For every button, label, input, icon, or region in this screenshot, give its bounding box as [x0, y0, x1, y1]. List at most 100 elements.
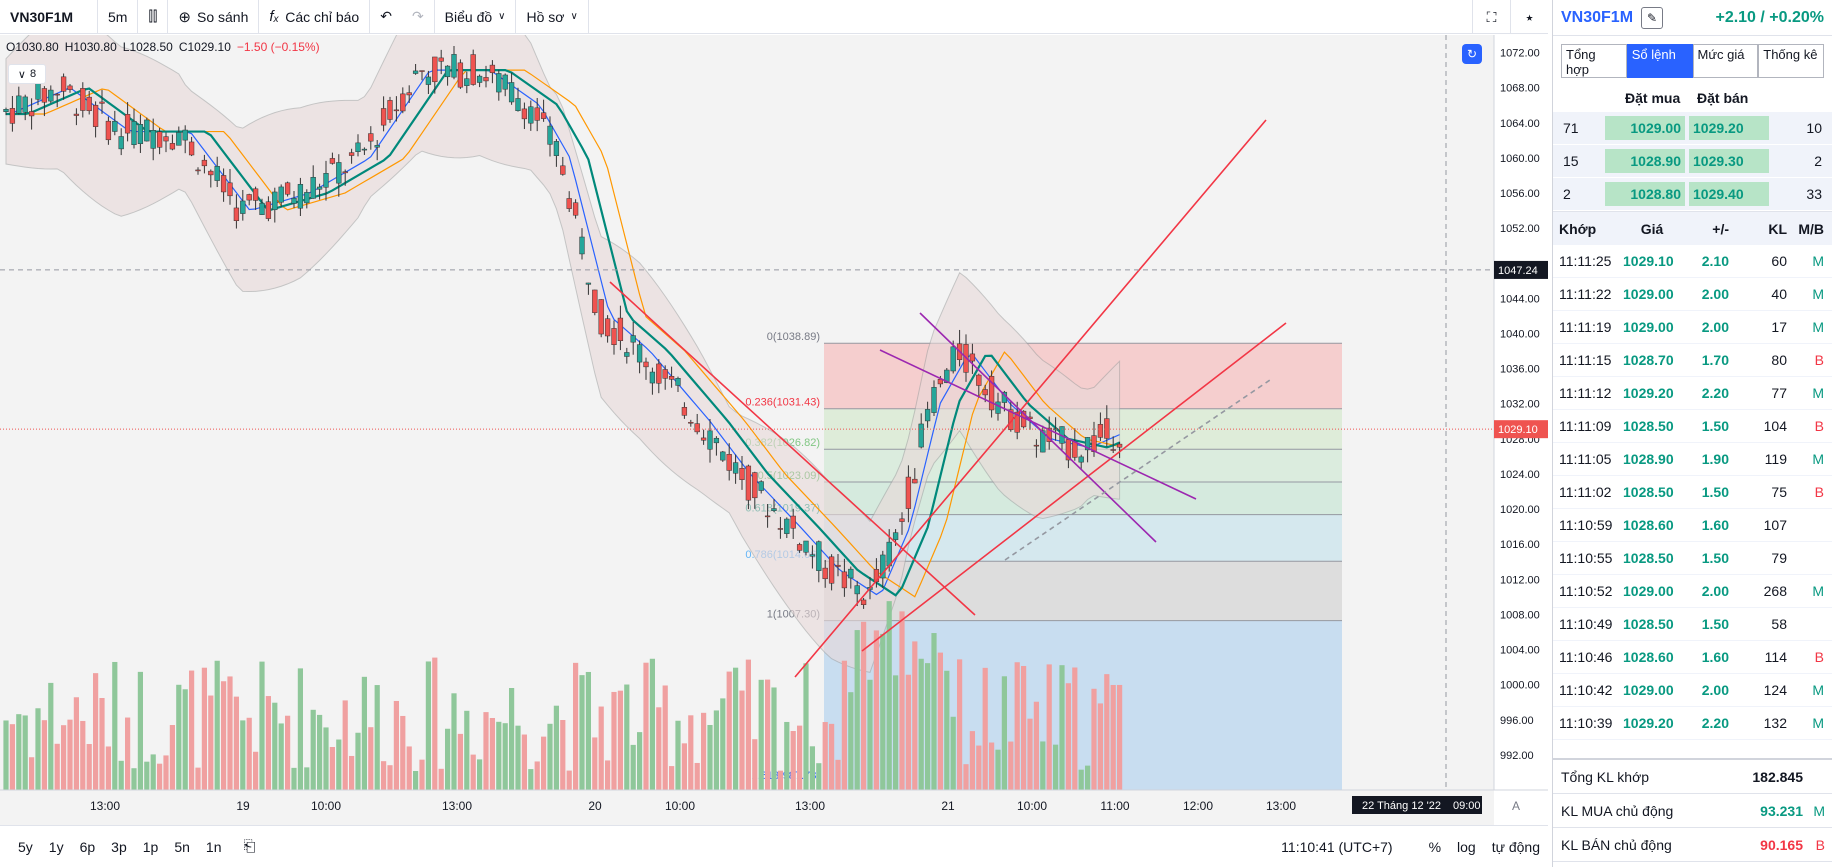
time-tick-label: 13:00 — [795, 799, 825, 813]
trade-time: 11:10:46 — [1559, 649, 1613, 665]
volume-bar — [989, 742, 995, 790]
auto-scale-button[interactable]: ↻ — [1462, 44, 1482, 64]
symbol-search-button[interactable]: VN30F1M — [0, 0, 98, 34]
candle-body — [1097, 424, 1104, 438]
trade-volume: 80 — [1771, 352, 1787, 368]
interval-button[interactable]: 5m — [98, 0, 139, 34]
volume-bar — [1040, 741, 1046, 790]
candle-body — [227, 182, 233, 197]
compare-button[interactable]: ⊕ So sánh — [168, 0, 260, 34]
trade-price: 1028.50 — [1623, 484, 1674, 500]
percent-button[interactable]: % — [1428, 839, 1442, 855]
volume-bar — [1104, 674, 1110, 790]
bid-price[interactable]: 1029.00 — [1605, 116, 1685, 140]
legend-low: L1028.50 — [122, 40, 173, 54]
volume-bar — [521, 734, 527, 790]
candle-body — [790, 515, 796, 529]
summary-label: KL BÁN chủ động — [1561, 836, 1672, 853]
volume-bar — [912, 641, 918, 790]
candle-body — [272, 191, 278, 211]
candle-body — [950, 346, 956, 372]
trade-row: 11:11:02 1028.50 1.50 75 B — [1553, 476, 1832, 509]
range-button-5n[interactable]: 5n — [174, 838, 190, 855]
tab-3[interactable]: Thống kê — [1758, 44, 1824, 78]
candle-body — [73, 113, 80, 116]
bid-price[interactable]: 1028.90 — [1605, 149, 1685, 173]
candle-body — [892, 532, 899, 540]
trend-line[interactable] — [609, 281, 976, 616]
trend-line[interactable] — [879, 349, 1197, 500]
trade-row: 11:11:05 1028.90 1.90 119 M — [1553, 443, 1832, 476]
bid-price[interactable]: 1028.80 — [1605, 182, 1685, 206]
volume-bar — [317, 714, 323, 790]
chart-style-button[interactable]: ⫿⫿ — [138, 0, 169, 34]
share-button[interactable]: ⭑ — [1510, 0, 1548, 34]
candle-body — [259, 202, 265, 215]
tab-1[interactable]: Sổ lệnh — [1626, 44, 1693, 78]
chart-type-menu[interactable]: Biểu đồ ∨ — [435, 0, 517, 34]
candle-body — [988, 376, 995, 411]
undo-button[interactable]: ↶ — [370, 0, 402, 34]
range-button-1p[interactable]: 1p — [142, 838, 159, 855]
candle-body — [41, 88, 48, 103]
volume-bar — [304, 767, 310, 790]
bid-volume: 15 — [1563, 153, 1579, 169]
indicator-legend-toggle[interactable]: ∨ 8 — [8, 64, 46, 84]
volume-bar — [541, 736, 547, 790]
auto-button[interactable]: tự động — [1491, 839, 1540, 855]
ask-price[interactable]: 1029.20 — [1689, 116, 1769, 140]
volume-bar — [1078, 769, 1084, 790]
summary-side: B — [1815, 836, 1825, 853]
candle-body — [476, 75, 483, 83]
chevron-down-icon: ∨ — [17, 68, 26, 81]
range-button-1y[interactable]: 1y — [48, 838, 64, 855]
tab-0[interactable]: Tổng hợp — [1561, 44, 1627, 78]
volume-bar — [253, 751, 259, 790]
candle-body — [771, 508, 777, 512]
trade-change: 1.60 — [1701, 649, 1729, 665]
panel-header: VN30F1M ✎ +2.10 / +0.20% — [1553, 0, 1832, 36]
range-button-1n[interactable]: 1n — [205, 838, 222, 855]
chevron-down-icon: ∨ — [570, 11, 578, 22]
profile-menu[interactable]: Hồ sơ ∨ — [516, 0, 589, 34]
candle-body — [16, 95, 22, 114]
edit-icon[interactable]: ✎ — [1641, 6, 1664, 29]
volume-bar — [163, 755, 169, 790]
indicators-button[interactable]: fₓ Các chỉ báo — [259, 0, 371, 34]
redo-icon: ↷ — [411, 8, 424, 24]
plus-circle-icon: ⊕ — [178, 8, 191, 26]
volume-bar — [931, 633, 937, 790]
price-chart[interactable]: 13:00 19 10:00 13:00 20 10:00 13:00 21 10:00 11:0… — [0, 35, 1548, 825]
fib-zone — [824, 561, 1342, 621]
fullscreen-button[interactable]: ⛶ — [1472, 0, 1510, 34]
volume-bar — [835, 759, 841, 790]
trade-volume: 60 — [1771, 253, 1787, 269]
volume-bar — [611, 691, 617, 790]
redo-button[interactable]: ↷ — [402, 0, 435, 34]
candle-body — [137, 124, 144, 144]
candle-body — [412, 70, 419, 74]
range-button-5y[interactable]: 5y — [18, 838, 33, 855]
volume-bar — [681, 743, 687, 790]
trade-price: 1028.90 — [1623, 451, 1674, 467]
log-button[interactable]: log — [1457, 839, 1476, 855]
candle-body — [464, 78, 470, 86]
trend-line[interactable] — [794, 119, 1267, 678]
ask-price[interactable]: 1029.40 — [1689, 182, 1769, 206]
tab-2[interactable]: Mức giá — [1692, 44, 1759, 78]
range-button-3p[interactable]: 3p — [111, 838, 127, 855]
price-tick-label: 1008.00 — [1500, 609, 1540, 621]
trade-change: 1.50 — [1701, 418, 1729, 434]
trend-line[interactable] — [861, 322, 1287, 652]
trade-row: 11:11:09 1028.50 1.50 104 B — [1553, 410, 1832, 443]
ask-price[interactable]: 1029.30 — [1689, 149, 1769, 173]
trade-volume: 40 — [1771, 286, 1787, 302]
order-panel: VN30F1M ✎ +2.10 / +0.20% Tổng hợp Sổ lệnh… — [1552, 0, 1832, 867]
trend-line[interactable] — [919, 312, 1157, 543]
date-range-icon[interactable]: ⎗ — [243, 838, 256, 855]
volume-bar — [662, 685, 668, 790]
axis-letter[interactable]: A — [1512, 799, 1520, 813]
volume-summary: Tổng KL khớp 182.845 KL MUA chủ động 93.231… — [1553, 758, 1832, 862]
price-tick-label: 1052.00 — [1500, 223, 1540, 235]
range-button-6p[interactable]: 6p — [79, 838, 96, 855]
